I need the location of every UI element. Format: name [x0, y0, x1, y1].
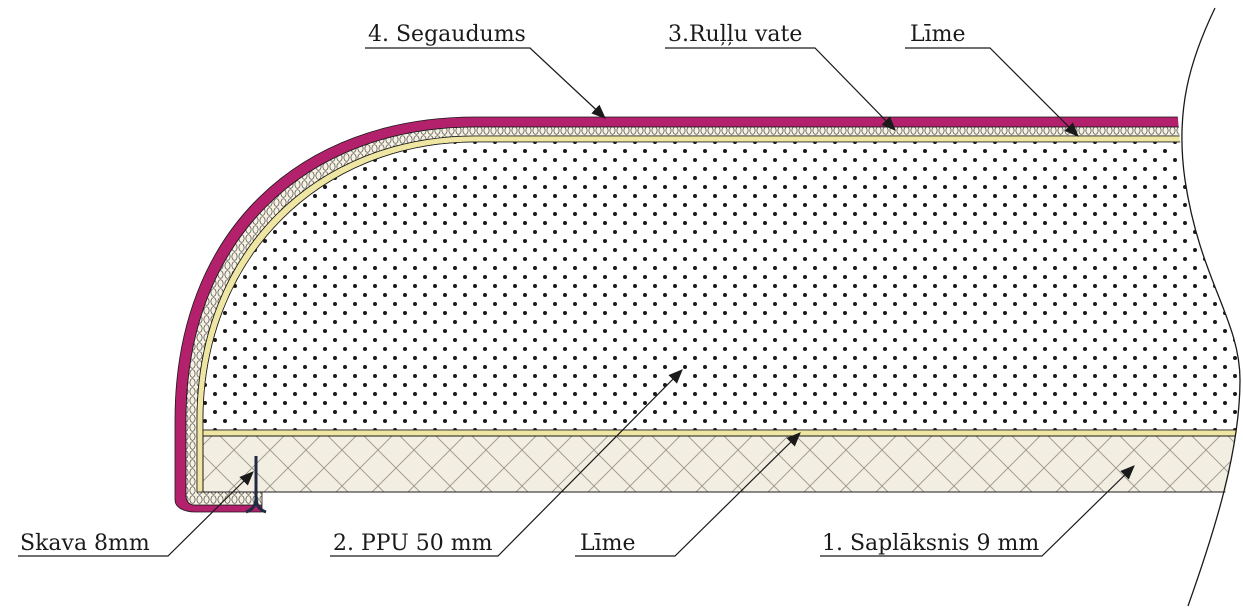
label-lime-top: Līme — [910, 22, 966, 47]
label-segaudums: 4. Segaudums — [368, 22, 526, 47]
label-rullu-vate: 3.Ruļļu vate — [668, 22, 802, 47]
leader-rullu-vate — [665, 47, 896, 131]
label-lime-bottom: Līme — [580, 531, 636, 556]
cushion-section — [174, 116, 1240, 513]
staple-icon — [245, 456, 267, 514]
leader-lines — [18, 47, 1135, 557]
ppu-foam-dots — [202, 141, 1240, 431]
leader-ppu — [330, 369, 683, 557]
glue-layer-bottom — [202, 429, 1240, 437]
leader-segaudums — [365, 47, 606, 119]
plywood-layer — [202, 435, 1240, 493]
leader-saplaksnis — [820, 465, 1135, 557]
label-ppu: 2. PPU 50 mm — [333, 531, 493, 556]
label-skava: Skava 8mm — [20, 531, 150, 556]
leader-lime-bottom — [575, 432, 801, 557]
leader-skava — [18, 471, 254, 557]
label-saplaksnis: 1. Saplāksnis 9 mm — [822, 531, 1039, 556]
leader-lime-top — [905, 47, 1079, 137]
break-line — [1181, 7, 1241, 607]
